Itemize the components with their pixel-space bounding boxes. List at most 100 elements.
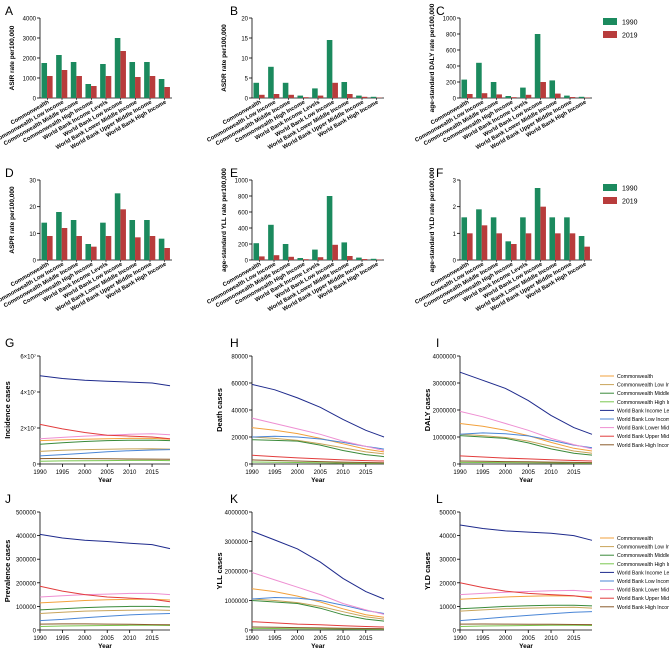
- legend-swatch-2019: [603, 31, 617, 38]
- series-line-0: [459, 595, 593, 600]
- bar-1990-6: [549, 217, 556, 260]
- y-tick-label: 2000000: [225, 570, 249, 576]
- bar-1990-1: [56, 55, 62, 98]
- x-tick-label: 1995: [56, 470, 70, 476]
- bar-1990-4: [312, 249, 318, 260]
- bar-1990-2: [70, 220, 77, 260]
- y-tick-label: 40000: [231, 409, 248, 415]
- series-line-5: [39, 613, 171, 622]
- bar-1990-0: [253, 82, 260, 98]
- y-tick-label: 3000000: [225, 540, 249, 546]
- y-axis-label: DALY cases: [423, 389, 432, 432]
- y-tick-label: 100000: [16, 605, 37, 611]
- bar-2019-6: [555, 93, 561, 98]
- x-tick-label: 2000: [291, 470, 305, 476]
- bar-1990-2: [490, 217, 497, 260]
- bar-2019-8: [164, 87, 170, 98]
- bar-2019-3: [511, 97, 517, 98]
- bar-1990-4: [100, 64, 106, 98]
- legend-label: Commonwealth Middle Income: [617, 391, 669, 397]
- series-line-6: [251, 572, 385, 615]
- series-line-5: [251, 596, 385, 614]
- x-axis-label: Year: [311, 477, 325, 484]
- panel-C: C 0 200 400 600 800 1000 age-standard DALY rate…: [414, 3, 592, 151]
- series-line-7: [39, 585, 171, 603]
- legend-label: Commonwealth Low Income: [617, 545, 669, 551]
- series-line-7: [459, 582, 593, 599]
- legend-swatch-1990: [603, 18, 617, 25]
- series-line-1: [251, 598, 385, 620]
- series-line-4: [459, 524, 593, 541]
- panel-letter: C: [436, 4, 445, 18]
- y-axis-label: age-standard DALY rate per100,000: [429, 3, 436, 112]
- bar-1990-1: [268, 224, 274, 260]
- y-tick-label: 4000: [23, 17, 37, 23]
- series-line-3: [39, 459, 171, 462]
- bar-2019-0: [259, 94, 265, 98]
- bar-1990-0: [41, 63, 48, 98]
- panel-K: K 0 1000000 2000000 3000000 4000000 1990 1995 20…: [215, 492, 385, 650]
- series-line-8: [39, 457, 171, 460]
- bar-2019-0: [259, 256, 265, 260]
- bar-1990-7: [564, 217, 570, 260]
- bar-2019-1: [61, 228, 68, 260]
- bar-1990-2: [70, 62, 77, 98]
- bar-2019-6: [347, 256, 353, 260]
- x-tick-label: 1990: [453, 470, 467, 476]
- x-axis-label: Year: [311, 643, 325, 650]
- bar-1990-1: [476, 62, 482, 98]
- y-tick-label: 500000: [16, 511, 37, 517]
- y-tick-label: 20000: [231, 436, 248, 442]
- bar-2019-2: [76, 236, 82, 260]
- y-tick-label: 0: [453, 97, 457, 103]
- y-axis-label: Prevalence cases: [3, 540, 12, 603]
- bar-1990-4: [520, 217, 526, 260]
- bar-2019-8: [164, 248, 170, 260]
- y-tick-label: 0: [33, 463, 37, 469]
- series-line-4: [459, 371, 593, 435]
- x-tick-label: 1995: [56, 636, 70, 642]
- bar-2019-3: [91, 86, 97, 98]
- bar-1990-5: [114, 38, 121, 98]
- bar-1990-8: [158, 238, 165, 260]
- y-tick-label: 10: [29, 232, 36, 238]
- x-tick-label: 1995: [476, 636, 490, 642]
- panel-G: G 0 2×10⁷ 4×10⁷ 6×10⁷ 1990 1995 2000 2005 2010 201…: [3, 336, 171, 484]
- y-tick-label: 0: [33, 629, 37, 635]
- y-tick-label: 600: [238, 211, 249, 217]
- bar-1990-5: [114, 193, 121, 260]
- x-tick-label: 2005: [314, 470, 328, 476]
- bar-1990-3: [85, 244, 92, 260]
- panel-letter: F: [436, 166, 443, 180]
- bar-1990-7: [356, 95, 362, 98]
- legend-label: World Bank Low Income: [617, 417, 669, 423]
- bar-1990-7: [144, 220, 150, 260]
- series-line-0: [251, 588, 385, 618]
- y-tick-label: 1000: [235, 179, 249, 185]
- bar-2019-7: [569, 233, 576, 260]
- bar-2019-0: [47, 236, 53, 260]
- x-tick-label: 2000: [499, 636, 513, 642]
- y-tick-label: 3000000: [433, 382, 457, 388]
- bar-2019-2: [496, 233, 502, 260]
- y-tick-label: 60000: [231, 382, 248, 388]
- y-tick-label: 2×10⁷: [20, 426, 36, 433]
- x-tick-label: 2015: [359, 636, 373, 642]
- bar-1990-0: [41, 222, 48, 260]
- y-axis-label: Incidence cases: [3, 381, 12, 439]
- bar-1990-8: [578, 96, 585, 98]
- series-line-1: [459, 433, 593, 454]
- series-line-2: [459, 435, 593, 456]
- legend-label: World Bank Upper Middle Income: [617, 596, 669, 602]
- bar-2019-1: [61, 70, 68, 98]
- x-tick-label: 2005: [314, 636, 328, 642]
- legend-label: World Bank Income Levels: [617, 408, 669, 414]
- series-line-1: [251, 436, 385, 455]
- y-tick-label: 1000: [23, 77, 37, 83]
- bar-2019-5: [332, 82, 338, 98]
- series-line-8: [251, 459, 385, 464]
- bar-2019-5: [332, 244, 338, 260]
- y-tick-label: 40000: [439, 534, 456, 540]
